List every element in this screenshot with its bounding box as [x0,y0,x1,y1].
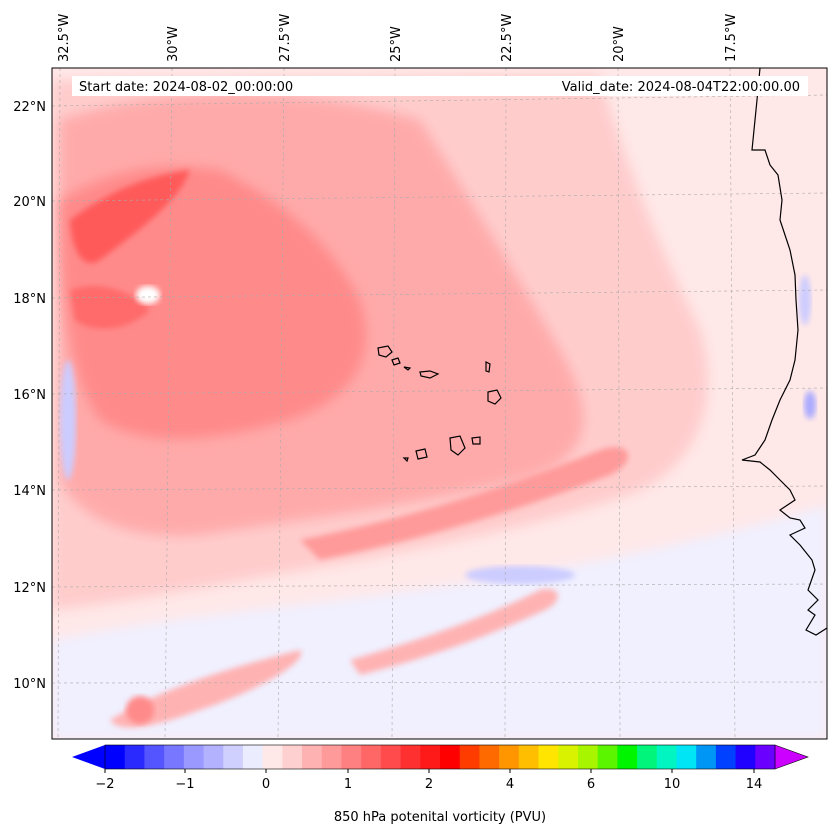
colorbar-segment [538,745,559,769]
lat-label: 22°N [13,100,46,115]
colorbar-segment [282,745,303,769]
colorbar-title: 850 hPa potenital vorticity (PVU) [334,810,546,825]
latitude-labels: 22°N 20°N 18°N 16°N 14°N 12°N 10°N [13,100,46,692]
colorbar-segment [341,745,362,769]
colorbar-segments [105,745,776,769]
colorbar-segment [735,745,756,769]
colorbar-tick-label: −2 [95,777,114,792]
colorbar-segment [676,745,697,769]
colorbar-segment [597,745,618,769]
lon-label: 30°W [166,26,181,62]
colorbar-tick-label: 10 [664,777,681,792]
colorbar-segment [380,745,401,769]
lon-label: 22.5°W [500,14,515,62]
colorbar-segment [361,745,382,769]
colorbar-segment [242,745,264,769]
lon-label: 17.5°W [724,14,739,62]
colorbar-segment [164,745,185,769]
colorbar-segment [420,745,441,769]
longitude-labels: 32.5°W 30°W 27.5°W 25°W 22.5°W 20°W 17.5… [57,14,739,62]
lat-label: 18°N [13,292,46,307]
colorbar-tick-label: 2 [425,777,433,792]
colorbar-segment [479,745,500,769]
colorbar-segment [696,745,717,769]
colorbar-tick-label: 6 [587,777,595,792]
colorbar-segment [183,745,204,769]
colorbar-segment [302,745,323,769]
colorbar-segment [715,745,736,769]
colorbar-segment [223,745,244,769]
colorbar-segment [617,745,638,769]
valid-date-text: Valid_date: 2024-08-04T22:00:00.00 [562,80,800,95]
lat-label: 20°N [13,195,46,210]
colorbar-min-arrow [72,745,105,769]
colorbar-segment [440,745,461,769]
lon-label: 25°W [389,26,404,62]
colorbar: −2 −1 0 1 2 4 6 10 14 850 hPa potenital … [72,744,809,825]
lat-label: 10°N [13,677,46,692]
header-box [72,76,808,96]
colorbar-segment [637,745,658,769]
colorbar-segment [558,745,579,769]
lon-label: 32.5°W [57,14,72,62]
lon-label: 27.5°W [278,14,293,62]
colorbar-segment [518,745,539,769]
colorbar-segment [124,745,145,769]
colorbar-tick-label: 14 [746,777,763,792]
lon-label: 20°W [612,26,627,62]
colorbar-segment [144,745,165,769]
map-frame [51,67,828,740]
colorbar-tick-label: 4 [506,777,514,792]
lat-label: 12°N [13,581,46,596]
africa-coastline [741,68,827,636]
colorbar-max-arrow [774,744,809,770]
colorbar-segment [203,745,224,769]
start-date-text: Start date: 2024-08-02_00:00:00 [79,80,293,95]
colorbar-tick-label: 1 [344,777,352,792]
colorbar-segment [105,745,126,769]
lat-label: 16°N [13,388,46,403]
colorbar-segment [321,745,342,769]
colorbar-segment [577,745,599,769]
colorbar-segment [262,745,283,769]
cape-verde-islands [377,345,502,463]
gridlines [52,68,827,739]
colorbar-segment [499,745,520,769]
colorbar-segment [656,745,677,769]
potential-vorticity-field [52,68,827,739]
colorbar-segment [755,745,776,769]
colorbar-segment [400,745,421,769]
colorbar-segment [459,745,480,769]
colorbar-tick-label: −1 [175,777,194,792]
colorbar-tick-label: 0 [262,777,270,792]
lat-label: 14°N [13,484,46,499]
